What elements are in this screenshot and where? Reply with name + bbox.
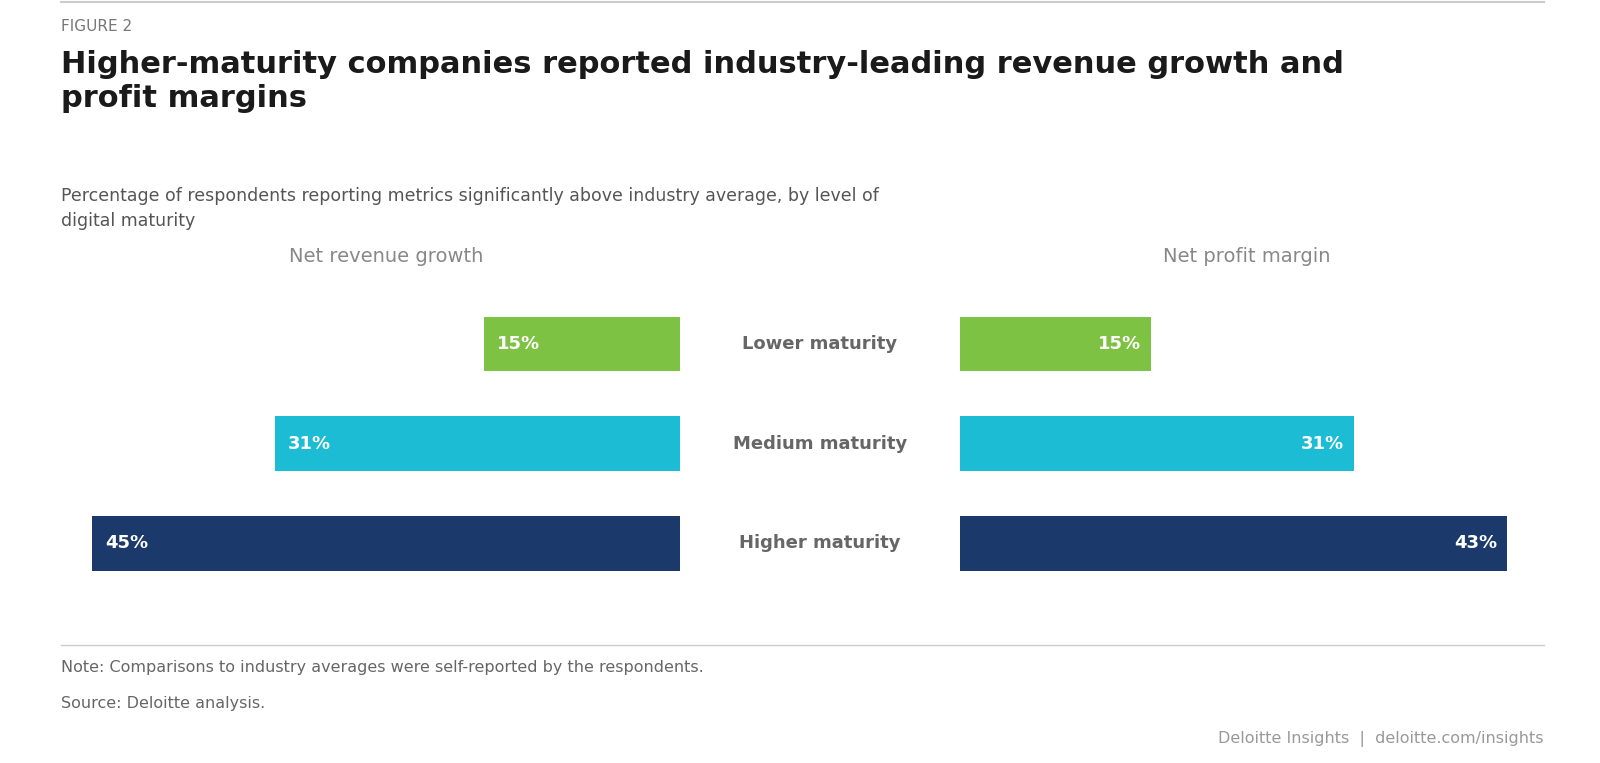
Text: Lower maturity: Lower maturity [742, 335, 898, 353]
Text: Percentage of respondents reporting metrics significantly above industry average: Percentage of respondents reporting metr… [61, 187, 878, 230]
Text: Higher-maturity companies reported industry-leading revenue growth and
profit ma: Higher-maturity companies reported indus… [61, 50, 1344, 114]
Bar [91, 516, 680, 571]
Text: 45%: 45% [106, 534, 147, 552]
Bar [960, 417, 1355, 471]
Text: 43%: 43% [1454, 534, 1498, 552]
Text: Net revenue growth: Net revenue growth [288, 247, 483, 266]
Text: Net profit margin: Net profit margin [1163, 247, 1330, 266]
Text: 31%: 31% [1301, 435, 1344, 452]
Bar [960, 516, 1507, 571]
Text: FIGURE 2: FIGURE 2 [61, 19, 131, 34]
Text: Medium maturity: Medium maturity [733, 435, 907, 452]
Bar [483, 317, 680, 372]
Text: 31%: 31% [288, 435, 331, 452]
Text: Source: Deloitte analysis.: Source: Deloitte analysis. [61, 696, 266, 711]
Text: 15%: 15% [1098, 335, 1141, 353]
Bar [275, 417, 680, 471]
Text: Deloitte Insights  |  deloitte.com/insights: Deloitte Insights | deloitte.com/insight… [1219, 731, 1544, 747]
Text: 15%: 15% [498, 335, 541, 353]
Text: Note: Comparisons to industry averages were self-reported by the respondents.: Note: Comparisons to industry averages w… [61, 660, 704, 675]
Bar [960, 317, 1150, 372]
Text: Higher maturity: Higher maturity [739, 534, 901, 552]
